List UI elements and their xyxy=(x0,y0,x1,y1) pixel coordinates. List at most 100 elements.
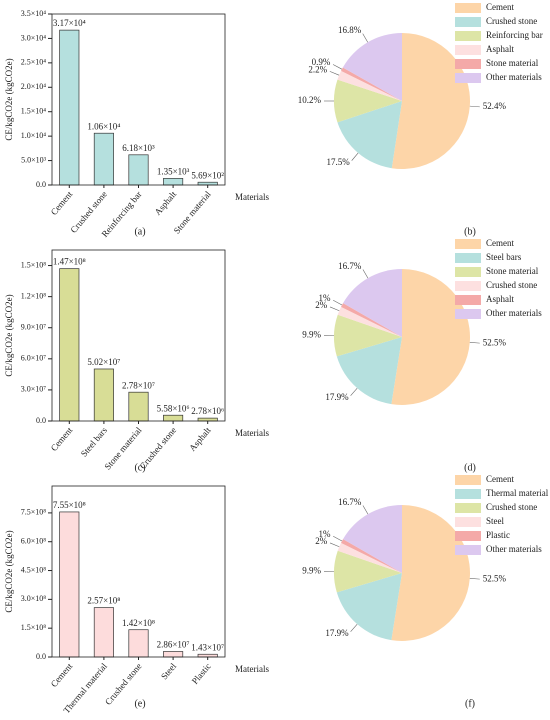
legend-label: Other materials xyxy=(486,544,542,554)
y-tick-label: 1.5×10⁴ xyxy=(21,107,47,116)
axes-frame xyxy=(51,485,226,658)
pie-label: 16.7% xyxy=(338,497,362,507)
legend-label: Thermal material xyxy=(486,488,549,498)
leader-line xyxy=(350,387,358,396)
value-label: 1.47×10⁸ xyxy=(53,257,86,267)
x-axis-label: Materials xyxy=(235,428,269,438)
y-tick-label: 3.0×10⁴ xyxy=(21,33,47,42)
pie-slice xyxy=(341,67,402,101)
leader-line xyxy=(469,578,480,580)
pie-slice xyxy=(391,269,470,406)
y-tick-label: 6.0×10⁸ xyxy=(21,537,47,546)
x-tick-label: Cement xyxy=(49,661,75,689)
axes-frame xyxy=(51,13,226,186)
pie-label: 1% xyxy=(319,529,332,539)
x-tick-label: Steel bars xyxy=(79,425,110,459)
legend-label: Other materials xyxy=(486,72,542,82)
y-tick-label: 1.0×10⁴ xyxy=(21,131,47,140)
x-tick-label: Steel xyxy=(159,661,179,682)
legend-swatch xyxy=(455,475,481,485)
y-tick-label: 2.0×10⁴ xyxy=(21,82,47,91)
pie-slice xyxy=(341,303,402,337)
legend-swatch xyxy=(455,517,481,527)
legend-label: Cement xyxy=(486,238,514,248)
legend-label: Crushed stone xyxy=(486,16,537,26)
pie-label: 0.9% xyxy=(312,57,331,67)
leader-line xyxy=(329,306,340,312)
leader-line xyxy=(329,71,340,76)
pie-slice xyxy=(336,337,402,405)
x-tick-label: Asphalt xyxy=(187,425,213,453)
y-tick-label: 0.0 xyxy=(36,652,46,661)
legend-swatch xyxy=(455,531,481,541)
value-label: 2.86×10⁷ xyxy=(157,640,190,650)
bar xyxy=(128,154,149,186)
leader-line xyxy=(332,64,343,70)
legend-swatch xyxy=(455,31,481,41)
y-tick-label: 4.5×10⁸ xyxy=(21,565,47,574)
value-label: 2.78×10⁶ xyxy=(191,406,224,416)
legend-label: Cement xyxy=(486,2,514,12)
legend-label: Cement xyxy=(486,474,514,484)
bar xyxy=(163,414,184,422)
y-tick-label: 7.5×10⁸ xyxy=(21,508,47,517)
pie-label: 2% xyxy=(315,300,328,310)
caption: (a) xyxy=(134,226,145,237)
y-tick-label: 2.5×10⁴ xyxy=(21,58,47,67)
value-label: 1.42×10⁸ xyxy=(122,618,155,628)
caption: (b) xyxy=(464,226,476,237)
bar xyxy=(93,132,114,186)
leader-line xyxy=(362,269,369,279)
leader-line xyxy=(333,300,343,306)
legend-label: Asphalt xyxy=(486,44,514,54)
pie-slice xyxy=(334,550,402,593)
y-tick-label: 1.2×10⁸ xyxy=(21,291,47,300)
y-tick-label: 0.0 xyxy=(36,416,46,425)
leader-line xyxy=(333,536,343,542)
pie-slice xyxy=(337,101,402,169)
bar xyxy=(197,417,218,422)
bar xyxy=(93,368,114,422)
y-tick-label: 1.5×10⁸ xyxy=(21,623,47,632)
pie-label: 52.4% xyxy=(483,101,507,111)
value-label: 2.57×10⁸ xyxy=(87,596,120,606)
legend-swatch xyxy=(455,253,481,263)
leader-line xyxy=(351,152,359,161)
y-axis-label: CE/kgCO2e (kgCO2e) xyxy=(4,58,14,140)
bar xyxy=(59,511,80,658)
y-tick-label: 6.0×10⁷ xyxy=(21,354,47,363)
value-label: 1.06×10⁴ xyxy=(87,121,120,131)
pie-label: 52.5% xyxy=(483,337,507,347)
value-label: 1.35×10³ xyxy=(157,166,190,176)
pie-slice xyxy=(337,542,402,573)
y-tick-label: 3.5×10⁴ xyxy=(21,9,47,18)
y-tick-label: 3.0×10⁸ xyxy=(21,594,47,603)
legend-label: Crushed stone xyxy=(486,502,537,512)
legend-swatch xyxy=(455,281,481,291)
legend-label: Stone material xyxy=(486,266,539,276)
legend-swatch xyxy=(455,267,481,277)
bar xyxy=(163,651,184,658)
axes-frame xyxy=(51,249,226,422)
legend-swatch xyxy=(455,309,481,319)
legend-swatch xyxy=(455,17,481,27)
x-axis-label: Materials xyxy=(235,664,269,674)
legend-swatch xyxy=(455,3,481,13)
pie-label: 16.8% xyxy=(338,25,362,35)
value-label: 5.58×10⁶ xyxy=(157,403,190,413)
leader-line xyxy=(350,623,358,632)
legend-label: Reinforcing bar xyxy=(486,30,543,40)
value-label: 3.17×10⁴ xyxy=(53,18,86,28)
value-label: 1.43×10⁷ xyxy=(191,642,224,652)
x-tick-label: Plastic xyxy=(190,661,213,686)
y-tick-label: 1.5×10⁸ xyxy=(21,260,47,269)
pie-label: 9.9% xyxy=(302,329,321,339)
pie-label: 9.9% xyxy=(302,565,321,575)
legend-swatch xyxy=(455,73,481,83)
value-label: 5.02×10⁷ xyxy=(87,357,120,367)
legend-swatch xyxy=(455,489,481,499)
legend-label: Crushed stone xyxy=(486,280,537,290)
pie-slice xyxy=(334,79,402,123)
